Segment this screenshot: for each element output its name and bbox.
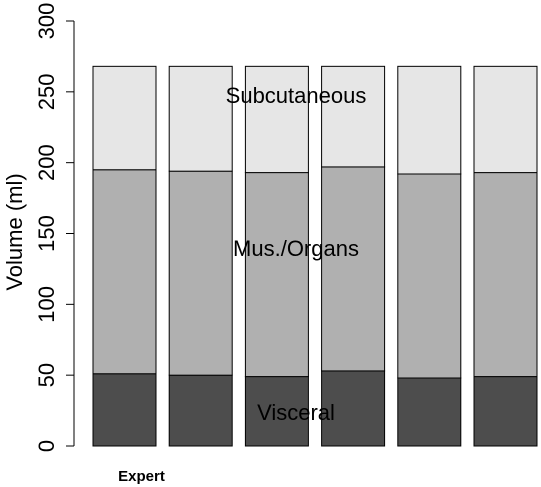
y-axis-label: Volume (ml) — [2, 173, 27, 290]
bar-segment-mus-organs-4 — [321, 166, 386, 372]
bar-segment-mus-organs-1 — [92, 169, 157, 375]
annotation-mus-organs: Mus./Organs — [233, 236, 359, 261]
y-tick-label: 300 — [34, 3, 59, 40]
y-tick-label: 250 — [34, 73, 59, 110]
bar-segment-visceral-5 — [397, 377, 462, 447]
bar-segment-subcutaneous-1 — [92, 65, 157, 171]
y-tick-label: 150 — [34, 215, 59, 252]
bar-segment-subcutaneous-4 — [321, 65, 386, 168]
bar-segment-visceral-4 — [321, 370, 386, 447]
y-tick-label: 0 — [34, 440, 59, 452]
bar-segment-mus-organs-5 — [397, 173, 462, 379]
bars — [92, 65, 538, 447]
bar-segment-mus-organs-6 — [473, 172, 538, 378]
bar-segment-subcutaneous-5 — [397, 65, 462, 175]
bar-segment-subcutaneous-2 — [168, 65, 233, 172]
annotation-subcutaneous: Subcutaneous — [226, 83, 367, 108]
bar-segment-mus-organs-2 — [168, 170, 233, 376]
bar-segment-subcutaneous-6 — [473, 65, 538, 174]
annotation-visceral: Visceral — [257, 400, 335, 425]
y-axis: 0 50 100 150 200 250 300 — [34, 3, 75, 452]
bar-segment-visceral-1 — [92, 373, 157, 447]
x-category-label: Expert — [118, 468, 165, 485]
segment-annotations: Subcutaneous Mus./Organs Visceral — [226, 83, 367, 425]
y-tick-label: 50 — [34, 363, 59, 387]
bar-segment-subcutaneous-3 — [244, 65, 309, 174]
bar-segment-visceral-2 — [168, 374, 233, 447]
bar-segment-mus-organs-3 — [244, 172, 309, 378]
y-tick-label: 100 — [34, 286, 59, 323]
x-axis-labels: Expert — [118, 468, 165, 485]
bar-segment-visceral-6 — [473, 376, 538, 447]
y-tick-label: 200 — [34, 144, 59, 181]
